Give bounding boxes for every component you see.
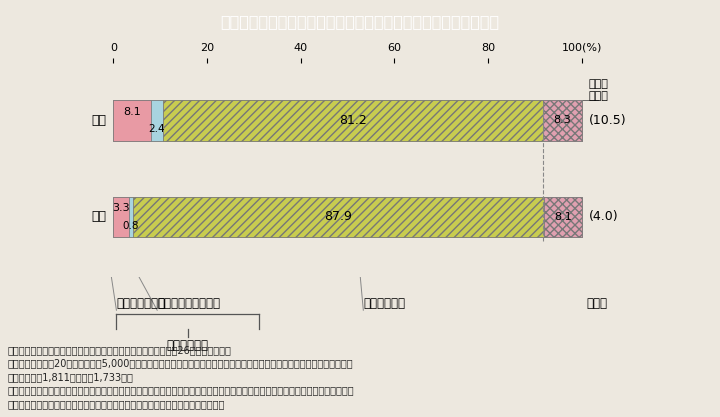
- Text: 女性: 女性: [91, 114, 107, 127]
- Bar: [114, 196, 129, 237]
- Text: あった: あった: [589, 79, 608, 89]
- Text: まったくない: まったくない: [364, 297, 405, 310]
- Text: 3.3: 3.3: [112, 203, 130, 213]
- Text: 8.3: 8.3: [554, 116, 571, 126]
- Text: 8.1: 8.1: [554, 212, 572, 222]
- Text: 0.8: 0.8: [122, 221, 139, 231]
- Text: 男性: 男性: [91, 210, 107, 223]
- Text: ３．「特定の異性からの執拗なつきまとい等」は，ある特定の異性から執拗なつきまといや待ち伏せ，面会・交際の要求，: ３．「特定の異性からの執拗なつきまとい等」は，ある特定の異性から執拗なつきまとい…: [8, 386, 355, 396]
- Bar: [129, 196, 132, 237]
- Bar: [132, 196, 544, 237]
- Bar: [151, 100, 163, 141]
- Text: 8.1: 8.1: [124, 106, 141, 116]
- Text: １人からあった: １人からあった: [117, 297, 166, 310]
- Text: Ｉ－７－８図　特定の異性からの執拗なつきまとい等の被害経験: Ｉ－７－８図 特定の異性からの執拗なつきまとい等の被害経験: [220, 15, 500, 29]
- Bar: [114, 100, 151, 141]
- Text: 1,811人，男性1,733人。: 1,811人，男性1,733人。: [8, 372, 134, 382]
- Bar: [114, 196, 582, 237]
- Text: あった（計）: あった（計）: [167, 339, 209, 352]
- Text: （計）: （計）: [589, 91, 608, 101]
- Bar: [543, 100, 582, 141]
- Text: 無言電話や連続した電話・メールなどの被害のいずれかとして聴取。: 無言電話や連続した電話・メールなどの被害のいずれかとして聴取。: [8, 399, 225, 409]
- Text: (4.0): (4.0): [589, 210, 618, 223]
- Text: 81.2: 81.2: [339, 114, 366, 127]
- Text: (10.5): (10.5): [589, 114, 626, 127]
- Text: ２人以上からあった: ２人以上からあった: [157, 297, 220, 310]
- Bar: [544, 196, 582, 237]
- Bar: [163, 100, 543, 141]
- Text: （備考）１．内閣府「男女間における暴力に関する調査」（平成26年）より作成。: （備考）１．内閣府「男女間における暴力に関する調査」（平成26年）より作成。: [8, 345, 232, 355]
- Text: 2.4: 2.4: [148, 124, 166, 134]
- Text: 無回答: 無回答: [587, 297, 608, 310]
- Bar: [114, 100, 582, 141]
- Text: ２．全国20歳以上の男女5,000人を対象とした無作為抽出によるアンケート調査の結果による。集計対象者は，女性: ２．全国20歳以上の男女5,000人を対象とした無作為抽出によるアンケート調査の…: [8, 359, 354, 369]
- Text: 87.9: 87.9: [325, 210, 352, 223]
